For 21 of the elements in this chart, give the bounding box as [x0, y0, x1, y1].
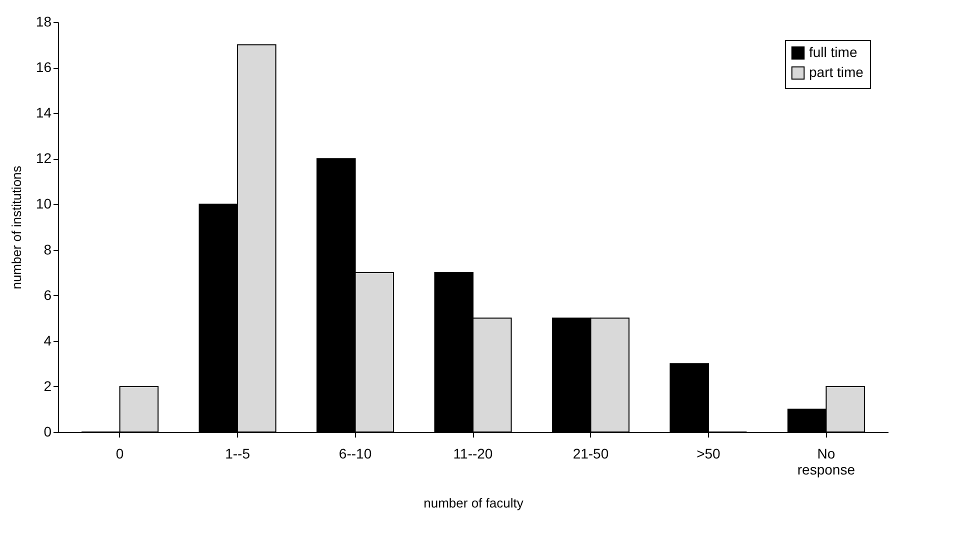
legend-label: part time	[809, 64, 864, 80]
y-tick-label: 0	[44, 424, 52, 440]
y-tick-label: 2	[44, 378, 52, 394]
x-tick-label: 1--5	[225, 446, 250, 462]
y-tick-label: 8	[44, 241, 52, 258]
y-tick-label: 14	[36, 104, 52, 121]
x-tick-label: No response	[797, 446, 856, 478]
x-tick-label: 0	[116, 446, 124, 462]
y-tick-label: 10	[36, 196, 52, 212]
y-tick-label: 12	[36, 150, 52, 166]
x-tick-label: >50	[696, 446, 721, 462]
x-tick-label: 21-50	[572, 446, 609, 462]
legend-label: full time	[809, 44, 858, 60]
x-tick-label: 6--10	[338, 446, 372, 462]
y-axis-title: number of institutions	[8, 165, 24, 290]
x-tick-label: 11--20	[453, 446, 493, 462]
x-axis-title: number of faculty	[424, 496, 524, 510]
y-tick-label: 4	[44, 332, 52, 348]
y-tick-label: 18	[36, 14, 52, 30]
y-tick-label: 16	[36, 59, 52, 76]
y-tick-label: 6	[44, 286, 52, 303]
